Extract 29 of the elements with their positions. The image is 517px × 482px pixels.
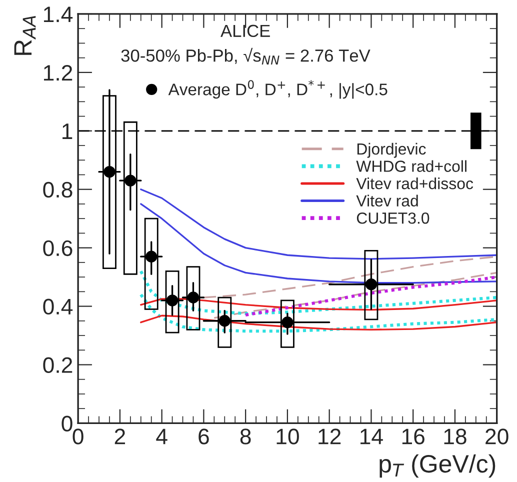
legend-label: Vitev rad: [356, 194, 418, 207]
x-tick-label: 14: [360, 428, 383, 444]
annotation: 30-50% Pb-Pb, √s$_{NN}$ = 2.76 TeV: [121, 48, 370, 64]
y-tick-label: 0: [62, 416, 72, 432]
x-tick-label: 4: [156, 428, 168, 444]
x-tick-label: 2: [114, 428, 126, 444]
y-axis-title: R$_{AA}$: [14, 16, 36, 55]
y-tick-label: 0.8: [43, 182, 72, 198]
x-axis-title: p$_{T}$ (GeV/c): [380, 454, 496, 478]
x-tick-label: 6: [198, 428, 209, 444]
x-tick-label: 8: [240, 428, 251, 444]
y-tick-label: 0.6: [43, 240, 72, 256]
y-tick-label: 1.4: [44, 6, 73, 22]
legend-label: WHDG rad+coll: [356, 160, 466, 172]
x-tick-label: 0: [72, 428, 84, 444]
y-tick-label: 1: [62, 124, 72, 139]
annotation: ALICE: [220, 24, 270, 38]
legend-label: Djordjevic: [357, 142, 426, 158]
x-tick-label: 16: [402, 428, 424, 444]
y-tick-label: 0.4: [43, 298, 73, 315]
legend-label: Average D$^{0}$, D$^{+}$, D$^{*+}$, |y|<0.5: [168, 80, 388, 99]
legend-label: CUJET3.0: [356, 212, 430, 224]
legend-label: Vitev rad+dissoc: [356, 178, 474, 190]
x-tick-label: 20: [486, 428, 508, 444]
x-tick-label: 12: [318, 428, 341, 444]
x-tick-label: 10: [276, 428, 299, 444]
y-tick-label: 1.2: [44, 64, 72, 80]
x-tick-label: 18: [444, 428, 466, 444]
y-tick-label: 0.2: [43, 357, 72, 374]
